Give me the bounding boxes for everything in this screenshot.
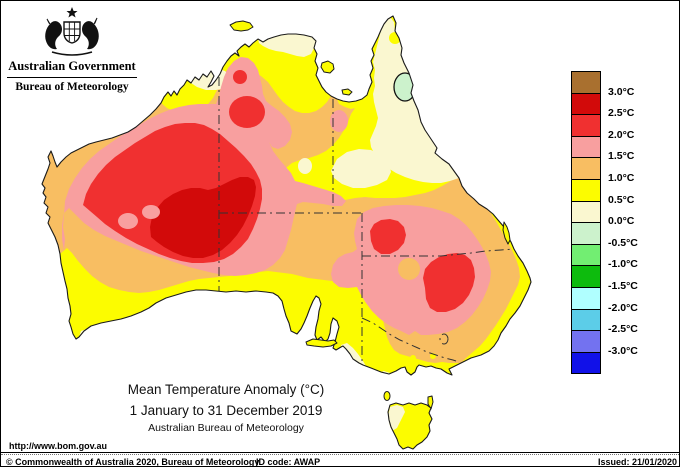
map-period: 1 January to 31 December 2019 — [129, 403, 323, 418]
region-west-qld-cream-spot — [298, 158, 312, 174]
region-pink-hole-1 — [118, 213, 138, 229]
government-label: Australian Government — [8, 59, 136, 73]
legend-swatch — [571, 71, 601, 94]
issued-date-text: Issued: 21/01/2020 — [597, 457, 677, 467]
copyright-text: © Commonwealth of Australia 2020, Bureau… — [6, 457, 260, 467]
map-agency: Australian Bureau of Meteorology — [148, 422, 304, 434]
legend-label: -1.5°C — [608, 280, 638, 292]
tiwi-islands — [229, 20, 254, 32]
groote-eylandt — [320, 60, 335, 74]
legend-swatch — [571, 265, 601, 288]
id-code-text: ID code: AWAP — [256, 457, 321, 467]
region-south-coast-yellow — [60, 248, 461, 375]
coat-of-arms-icon — [45, 7, 99, 56]
state-borders — [218, 58, 515, 365]
tasmania-west-cream — [388, 405, 405, 431]
flinders-island — [427, 395, 434, 410]
legend-label: 3.0°C — [608, 86, 635, 98]
footer-divider — [1, 452, 679, 455]
coastline — [41, 15, 532, 376]
legend-label: 2.0°C — [608, 129, 635, 141]
legend-swatch — [571, 114, 601, 137]
region-pink-hole-2 — [142, 205, 160, 219]
footer-row: © Commonwealth of Australia 2020, Bureau… — [1, 457, 679, 467]
legend-swatch — [571, 157, 601, 180]
fraser-island — [502, 221, 511, 245]
region-swqld-red — [370, 219, 406, 254]
mornington-island — [341, 88, 353, 96]
kangaroo-island — [305, 338, 338, 348]
legend-label: 2.5°C — [608, 107, 635, 119]
legend-swatch — [571, 222, 601, 245]
legend-label: -3.0°C — [608, 345, 638, 357]
king-island — [383, 391, 391, 401]
legend-label: -1.0°C — [608, 258, 638, 270]
region-nt-red-spot-small — [233, 70, 247, 84]
region-vic-yellow-spot-1 — [410, 355, 416, 361]
header-divider — [7, 77, 137, 78]
region-nt-red-spot-large — [229, 96, 265, 128]
legend-label: 1.5°C — [608, 150, 635, 162]
region-queensland-yellow — [282, 16, 531, 363]
map-title: Mean Temperature Anomaly (°C) — [127, 382, 325, 397]
region-nnsw-red — [423, 253, 475, 312]
legend-label: 0.0°C — [608, 215, 635, 227]
legend-label: 1.0°C — [608, 172, 635, 184]
region-southwest-cream — [79, 328, 113, 342]
legend-label: -0.5°C — [608, 237, 638, 249]
legend-swatch — [571, 330, 601, 353]
anomaly-legend: 3.0°C 2.5°C 2.0°C 1.5°C 1.0°C 0.5°C 0.0°… — [571, 71, 676, 381]
header: Australian Government Bureau of Meteorol… — [7, 7, 137, 93]
legend-swatch — [571, 243, 601, 267]
bureau-label: Bureau of Meteorology — [15, 81, 129, 93]
region-orange-hole — [398, 258, 420, 280]
legend-swatch — [571, 92, 601, 116]
legend-label: -2.5°C — [608, 323, 638, 335]
legend-label: 0.5°C — [608, 194, 635, 206]
legend-swatch — [571, 286, 601, 310]
legend-swatch — [571, 178, 601, 202]
legend-swatch — [571, 308, 601, 332]
region-darkred-core — [150, 177, 256, 258]
tasmania — [387, 402, 433, 450]
region-arnhem-cream — [258, 34, 316, 57]
legend-swatch — [571, 351, 601, 375]
legend-swatch — [571, 135, 601, 159]
region-central-qld-cream — [331, 149, 391, 188]
region-topend-yellow — [161, 34, 331, 114]
title-block: Mean Temperature Anomaly (°C) 1 January … — [41, 382, 411, 434]
region-capeyork-cream — [370, 17, 459, 183]
legend-label: -2.0°C — [608, 302, 638, 314]
islands — [229, 20, 511, 450]
region-nwqld-pink-spot — [330, 110, 348, 132]
legend-swatch-column — [571, 71, 601, 375]
bom-url: http://www.bom.gov.au — [9, 441, 107, 451]
legend-swatch — [571, 200, 601, 224]
